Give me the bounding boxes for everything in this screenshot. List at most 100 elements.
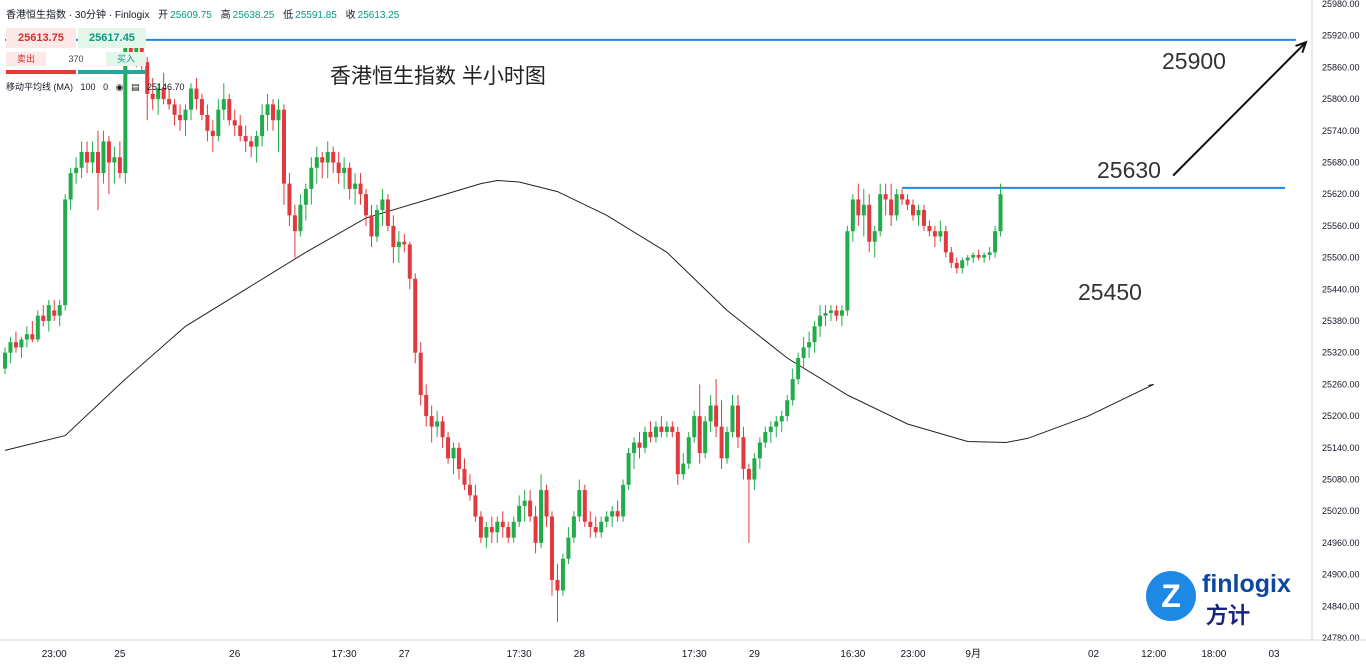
candle-body — [697, 416, 702, 454]
candle-body — [281, 109, 286, 184]
candle-body — [254, 136, 259, 147]
candle — [528, 490, 533, 522]
quantity-field[interactable]: 370 — [68, 54, 84, 64]
candle — [932, 225, 937, 248]
annotation-25450: 25450 — [1078, 279, 1142, 305]
buy-button[interactable]: 买入 — [106, 52, 146, 66]
candle-body — [57, 305, 62, 316]
candle-body — [216, 109, 221, 137]
candle-body — [489, 527, 494, 533]
candle — [238, 114, 243, 142]
candle — [878, 183, 883, 237]
candle-body — [681, 463, 686, 475]
candle — [429, 405, 434, 443]
brand-wordmark: finlogix — [1202, 570, 1291, 598]
candle-body — [342, 167, 347, 174]
candle — [763, 426, 768, 448]
candle — [172, 99, 177, 126]
time-tick-label: 17:30 — [507, 649, 532, 660]
time-tick-label: 28 — [574, 649, 586, 660]
price-tick-label: 24900.00 — [1322, 570, 1360, 580]
candle — [588, 511, 593, 538]
low-value: 25591.85 — [295, 10, 337, 21]
candle-body — [626, 453, 631, 485]
candle-body — [528, 500, 533, 517]
candle-body — [790, 379, 795, 401]
candle-body — [599, 521, 604, 533]
candle-body — [74, 167, 79, 174]
eye-icon[interactable]: ◉ — [115, 82, 124, 92]
candle — [440, 416, 445, 448]
candle — [686, 431, 691, 469]
candle — [402, 233, 407, 253]
candle-body — [13, 342, 18, 348]
candle — [943, 225, 948, 258]
candle-body — [566, 537, 571, 559]
candle-body — [610, 511, 615, 517]
candle-body — [495, 521, 500, 533]
high-label: 高 — [220, 10, 231, 21]
candle-body — [932, 231, 937, 237]
bid-price[interactable]: 25613.75 — [6, 28, 76, 48]
time-axis[interactable]: 23:00 25 26 17:30 27 17:30 28 17:30 29 16:30 23:00… — [0, 639, 1366, 660]
candle — [555, 564, 560, 623]
candle-body — [424, 394, 429, 417]
candle — [451, 442, 456, 475]
candle-body — [172, 104, 177, 115]
candle — [85, 141, 90, 174]
candle-body — [347, 167, 352, 189]
buy-bar — [78, 70, 146, 74]
candle-body — [686, 437, 691, 464]
candle — [210, 120, 215, 152]
candle-body — [106, 141, 111, 163]
symbol-header: 香港恒生指数 · 30分钟 · Finlogix 开 25609.75 高 2563… — [6, 6, 399, 21]
candle-body — [221, 99, 226, 110]
candle — [796, 352, 801, 385]
candle — [834, 305, 839, 321]
candle — [921, 204, 926, 232]
time-tick-label: 17:30 — [682, 649, 707, 660]
candle — [621, 479, 626, 522]
candle-body — [243, 136, 248, 142]
candle — [670, 421, 675, 438]
candle-body — [807, 342, 812, 348]
candle-body — [265, 104, 270, 115]
candle — [544, 484, 549, 528]
time-tick-label: 12:00 — [1141, 649, 1166, 660]
candle-body — [872, 231, 877, 242]
candle — [571, 511, 576, 543]
indicator-legend[interactable]: 移动平均线 (MA) 100 0 ◉ ▤ 25146.70 — [6, 80, 190, 93]
candle-body — [796, 357, 801, 380]
candle-body — [648, 431, 653, 438]
candle-body — [188, 88, 193, 110]
price-tick-label: 24780.00 — [1322, 633, 1360, 643]
sell-button[interactable]: 卖出 — [6, 52, 46, 66]
candle-body — [380, 199, 385, 211]
candle — [779, 410, 784, 432]
candle-body — [500, 521, 505, 528]
candle-body — [856, 199, 861, 216]
candle-body — [353, 183, 358, 189]
candle — [364, 188, 369, 226]
price-tick-label: 25740.00 — [1322, 126, 1360, 136]
indicator-value: 25146.70 — [147, 82, 185, 92]
candle-body — [927, 225, 932, 232]
price-axis[interactable]: 24780.00 24840.00 24900.00 24960.00 25020.00… — [1311, 0, 1360, 643]
candle-body — [446, 437, 451, 459]
candle — [550, 511, 554, 596]
candle-body — [276, 109, 281, 121]
candle-body — [976, 254, 981, 258]
candle-body — [812, 326, 817, 343]
price-tick-label: 24960.00 — [1322, 538, 1360, 548]
price-tick-label: 25920.00 — [1322, 31, 1360, 41]
candle-body — [741, 437, 746, 469]
candle-body — [331, 151, 336, 163]
ask-price[interactable]: 25617.45 — [78, 28, 146, 48]
candle-body — [199, 99, 204, 115]
settings-icon[interactable]: ▤ — [130, 82, 140, 92]
candle — [30, 321, 35, 343]
candle-body — [823, 313, 828, 316]
price-tick-label: 25680.00 — [1322, 158, 1360, 168]
candle-body — [730, 405, 735, 432]
